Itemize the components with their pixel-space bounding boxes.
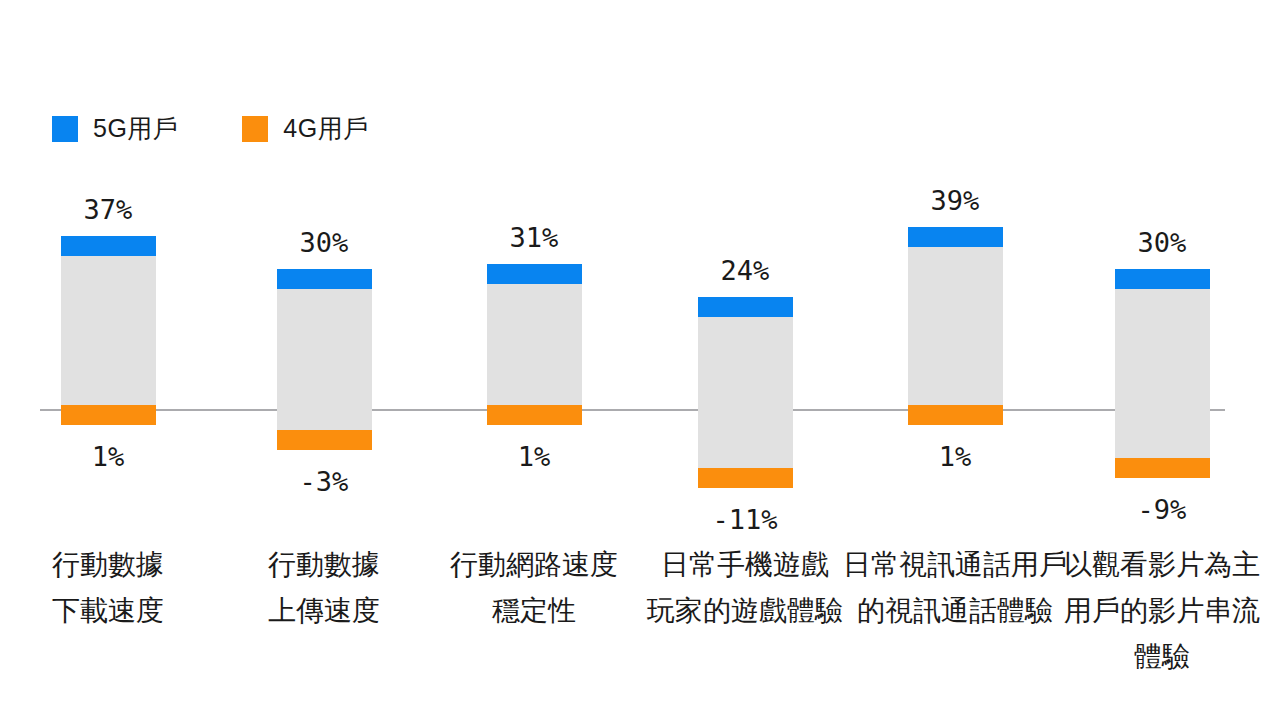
value-label-4g: -9% xyxy=(1138,494,1187,525)
category-label-line: 行動數據 xyxy=(268,542,380,588)
bar-segment-5g xyxy=(698,297,793,317)
value-label-5g: 39% xyxy=(931,185,980,216)
bar-segment-5g xyxy=(277,269,372,289)
category-label-line: 玩家的遊戲體驗 xyxy=(647,588,843,634)
value-label-4g: -11% xyxy=(712,504,777,535)
category-label-line: 以觀看影片為主 xyxy=(1064,542,1260,588)
bar-track xyxy=(487,284,582,405)
category-label: 日常手機遊戲玩家的遊戲體驗 xyxy=(647,542,843,634)
legend-label-5g: 5G用戶 xyxy=(93,112,178,145)
category-label: 行動網路速度穩定性 xyxy=(450,542,618,634)
bar-segment-5g xyxy=(487,264,582,284)
bar-track xyxy=(1115,289,1210,458)
value-label-5g: 30% xyxy=(300,227,349,258)
category-label-line: 下載速度 xyxy=(52,588,164,634)
category-label-line: 日常視訊通話用戶 xyxy=(843,542,1067,588)
zero-axis-line xyxy=(40,409,1225,411)
category-label-line: 體驗 xyxy=(1064,634,1260,680)
category-label-line: 行動數據 xyxy=(52,542,164,588)
value-label-4g: 1% xyxy=(518,441,551,472)
bar-segment-4g xyxy=(698,468,793,488)
value-label-5g: 31% xyxy=(510,222,559,253)
legend-swatch-5g-icon xyxy=(52,116,78,142)
value-label-5g: 24% xyxy=(721,255,770,286)
bar-segment-5g xyxy=(61,236,156,256)
bar-segment-5g xyxy=(1115,269,1210,289)
bar-segment-4g xyxy=(908,405,1003,425)
category-label: 行動數據下載速度 xyxy=(52,542,164,634)
legend-label-4g: 4G用戶 xyxy=(283,112,368,145)
legend-item-4g: 4G用戶 xyxy=(242,112,368,145)
value-label-5g: 30% xyxy=(1138,227,1187,258)
bar-track xyxy=(698,317,793,468)
legend: 5G用戶 4G用戶 xyxy=(52,112,369,145)
category-label: 日常視訊通話用戶的視訊通話體驗 xyxy=(843,542,1067,634)
bar-segment-5g xyxy=(908,227,1003,247)
bar-track xyxy=(277,289,372,430)
category-label: 行動數據上傳速度 xyxy=(268,542,380,634)
value-label-4g: 1% xyxy=(92,441,125,472)
category-label-line: 行動網路速度 xyxy=(450,542,618,588)
bar-track xyxy=(61,256,156,405)
bar-segment-4g xyxy=(277,430,372,450)
category-label-line: 上傳速度 xyxy=(268,588,380,634)
value-label-4g: 1% xyxy=(939,441,972,472)
category-label: 以觀看影片為主用戶的影片串流體驗 xyxy=(1064,542,1260,680)
category-label-line: 穩定性 xyxy=(450,588,618,634)
bar-segment-4g xyxy=(487,405,582,425)
category-label-line: 用戶的影片串流 xyxy=(1064,588,1260,634)
legend-swatch-4g-icon xyxy=(242,116,268,142)
category-label-line: 日常手機遊戲 xyxy=(647,542,843,588)
bar-segment-4g xyxy=(61,405,156,425)
bar-track xyxy=(908,247,1003,406)
legend-item-5g: 5G用戶 xyxy=(52,112,178,145)
value-label-4g: -3% xyxy=(300,466,349,497)
chart-canvas: 5G用戶 4G用戶 37%1%行動數據下載速度30%-3%行動數據上傳速度31%… xyxy=(0,0,1280,720)
category-label-line: 的視訊通話體驗 xyxy=(843,588,1067,634)
bar-segment-4g xyxy=(1115,458,1210,478)
value-label-5g: 37% xyxy=(84,194,133,225)
